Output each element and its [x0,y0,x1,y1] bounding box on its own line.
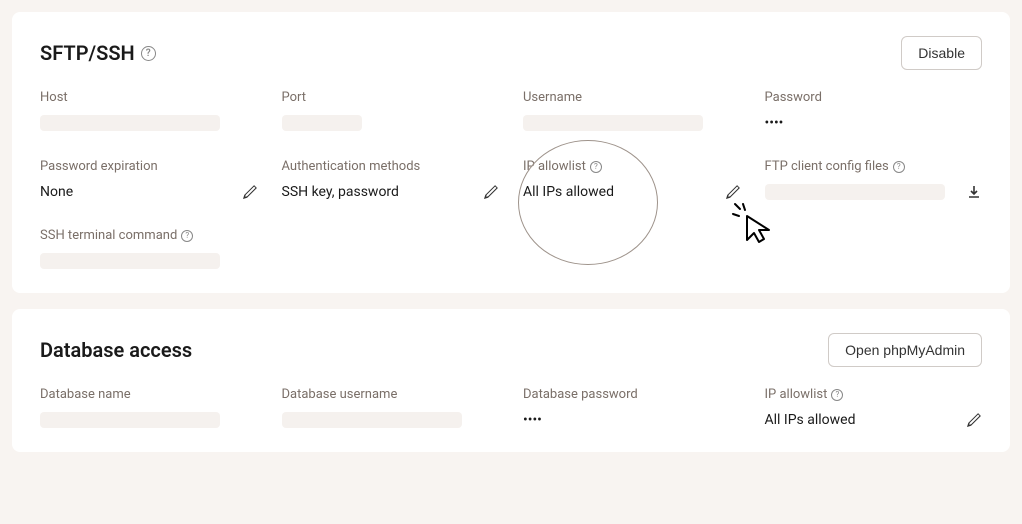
help-icon[interactable]: ? [831,389,843,401]
ftp-config-label-text: FTP client config files [765,159,889,174]
db-username-label: Database username [282,387,500,402]
ssh-terminal-label: SSH terminal command ? [40,228,258,243]
username-label: Username [523,90,741,105]
password-field: Password •••• [765,90,983,131]
ssh-terminal-value-redacted [40,253,220,269]
open-phpmyadmin-button[interactable]: Open phpMyAdmin [828,333,982,367]
ip-allowlist-label-text: IP allowlist [523,159,586,174]
username-field: Username [523,90,741,131]
db-password-field: Database password •••• [523,387,741,428]
db-name-label: Database name [40,387,258,402]
host-label: Host [40,90,258,105]
disable-button[interactable]: Disable [901,36,982,70]
ip-allowlist-label: IP allowlist ? [523,159,741,174]
port-label: Port [282,90,500,105]
sftp-header: SFTP/SSH ? Disable [40,36,982,70]
db-ip-allowlist-label: IP allowlist ? [765,387,983,402]
auth-methods-value: SSH key, password [282,184,399,200]
help-icon[interactable]: ? [893,161,905,173]
db-grid: Database name Database username Database… [40,387,982,428]
ssh-terminal-field: SSH terminal command ? [40,228,258,269]
db-title: Database access [40,338,192,362]
auth-methods-field: Authentication methods SSH key, password [282,159,500,200]
db-ip-allowlist-field: IP allowlist ? All IPs allowed [765,387,983,428]
edit-icon[interactable] [483,184,499,200]
help-icon[interactable]: ? [590,161,602,173]
ip-allowlist-field: IP allowlist ? All IPs allowed [523,159,741,200]
ssh-terminal-label-text: SSH terminal command [40,228,177,243]
host-value-redacted [40,115,220,131]
password-value: •••• [765,115,983,131]
download-icon[interactable] [966,184,982,200]
ftp-config-field: FTP client config files ? [765,159,983,200]
ip-allowlist-value: All IPs allowed [523,184,614,200]
db-name-value-redacted [40,412,220,428]
port-field: Port [282,90,500,131]
db-username-field: Database username [282,387,500,428]
db-ip-allowlist-value: All IPs allowed [765,412,856,428]
edit-icon[interactable] [725,184,741,200]
db-ip-allowlist-label-text: IP allowlist [765,387,828,402]
host-field: Host [40,90,258,131]
db-username-value-redacted [282,412,462,428]
password-label: Password [765,90,983,105]
db-header: Database access Open phpMyAdmin [40,333,982,367]
sftp-title: SFTP/SSH ? [40,41,156,65]
edit-icon[interactable] [966,412,982,428]
sftp-grid: Host Port Username Password •••• Passwor… [40,90,982,269]
db-password-label: Database password [523,387,741,402]
password-expiration-label: Password expiration [40,159,258,174]
sftp-title-text: SFTP/SSH [40,41,135,65]
password-expiration-value: None [40,184,73,200]
ftp-config-value-redacted [765,184,945,200]
edit-icon[interactable] [242,184,258,200]
help-icon[interactable]: ? [181,230,193,242]
auth-methods-label: Authentication methods [282,159,500,174]
database-access-card: Database access Open phpMyAdmin Database… [12,309,1010,452]
username-value-redacted [523,115,703,131]
sftp-ssh-card: SFTP/SSH ? Disable Host Port Username Pa… [12,12,1010,293]
help-icon[interactable]: ? [141,46,156,61]
ftp-config-label: FTP client config files ? [765,159,983,174]
db-name-field: Database name [40,387,258,428]
db-password-value: •••• [523,412,741,428]
port-value-redacted [282,115,362,131]
password-expiration-field: Password expiration None [40,159,258,200]
